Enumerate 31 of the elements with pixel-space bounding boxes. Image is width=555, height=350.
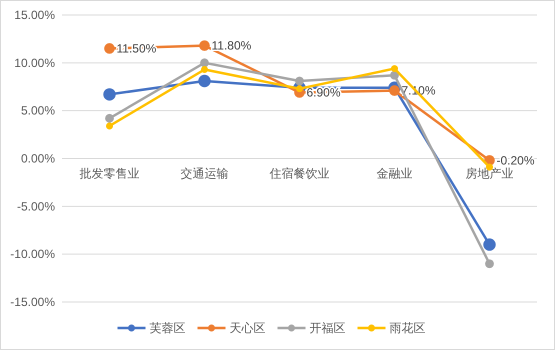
- point: [201, 66, 208, 74]
- point: [104, 43, 115, 54]
- point: [198, 74, 211, 88]
- y-tick-label: 5.00%: [20, 104, 56, 118]
- y-tick-label: -5.00%: [16, 199, 56, 214]
- x-tick-label: 金融业: [376, 166, 412, 180]
- point: [106, 122, 113, 130]
- data-label: 11.80%: [212, 38, 252, 53]
- point: [200, 58, 209, 68]
- y-tick-label: 0.00%: [20, 152, 56, 166]
- y-tick-label: 10.00%: [14, 56, 56, 70]
- point: [485, 259, 494, 268]
- legend-label: 开福区: [310, 321, 346, 335]
- point: [295, 76, 304, 86]
- point: [103, 88, 116, 101]
- y-tick-label: 15.00%: [14, 8, 56, 22]
- point: [389, 85, 400, 96]
- legend-label: 雨花区: [390, 321, 426, 335]
- y-tick-label: -10.00%: [10, 247, 56, 262]
- x-tick-label: 交通运输: [180, 166, 228, 180]
- legend-label: 天心区: [230, 321, 266, 335]
- x-tick-label: 房地产业: [466, 166, 514, 180]
- point: [483, 238, 496, 251]
- point: [391, 65, 398, 72]
- point: [199, 40, 210, 51]
- legend-label: 芙蓉区: [150, 321, 186, 335]
- x-tick-label: 批发零售业: [80, 166, 140, 180]
- y-tick-label: -15.00%: [10, 295, 56, 309]
- data-label: -0.20%: [496, 153, 535, 168]
- point: [105, 114, 114, 123]
- x-tick-label: 住宿餐饮业: [268, 166, 330, 180]
